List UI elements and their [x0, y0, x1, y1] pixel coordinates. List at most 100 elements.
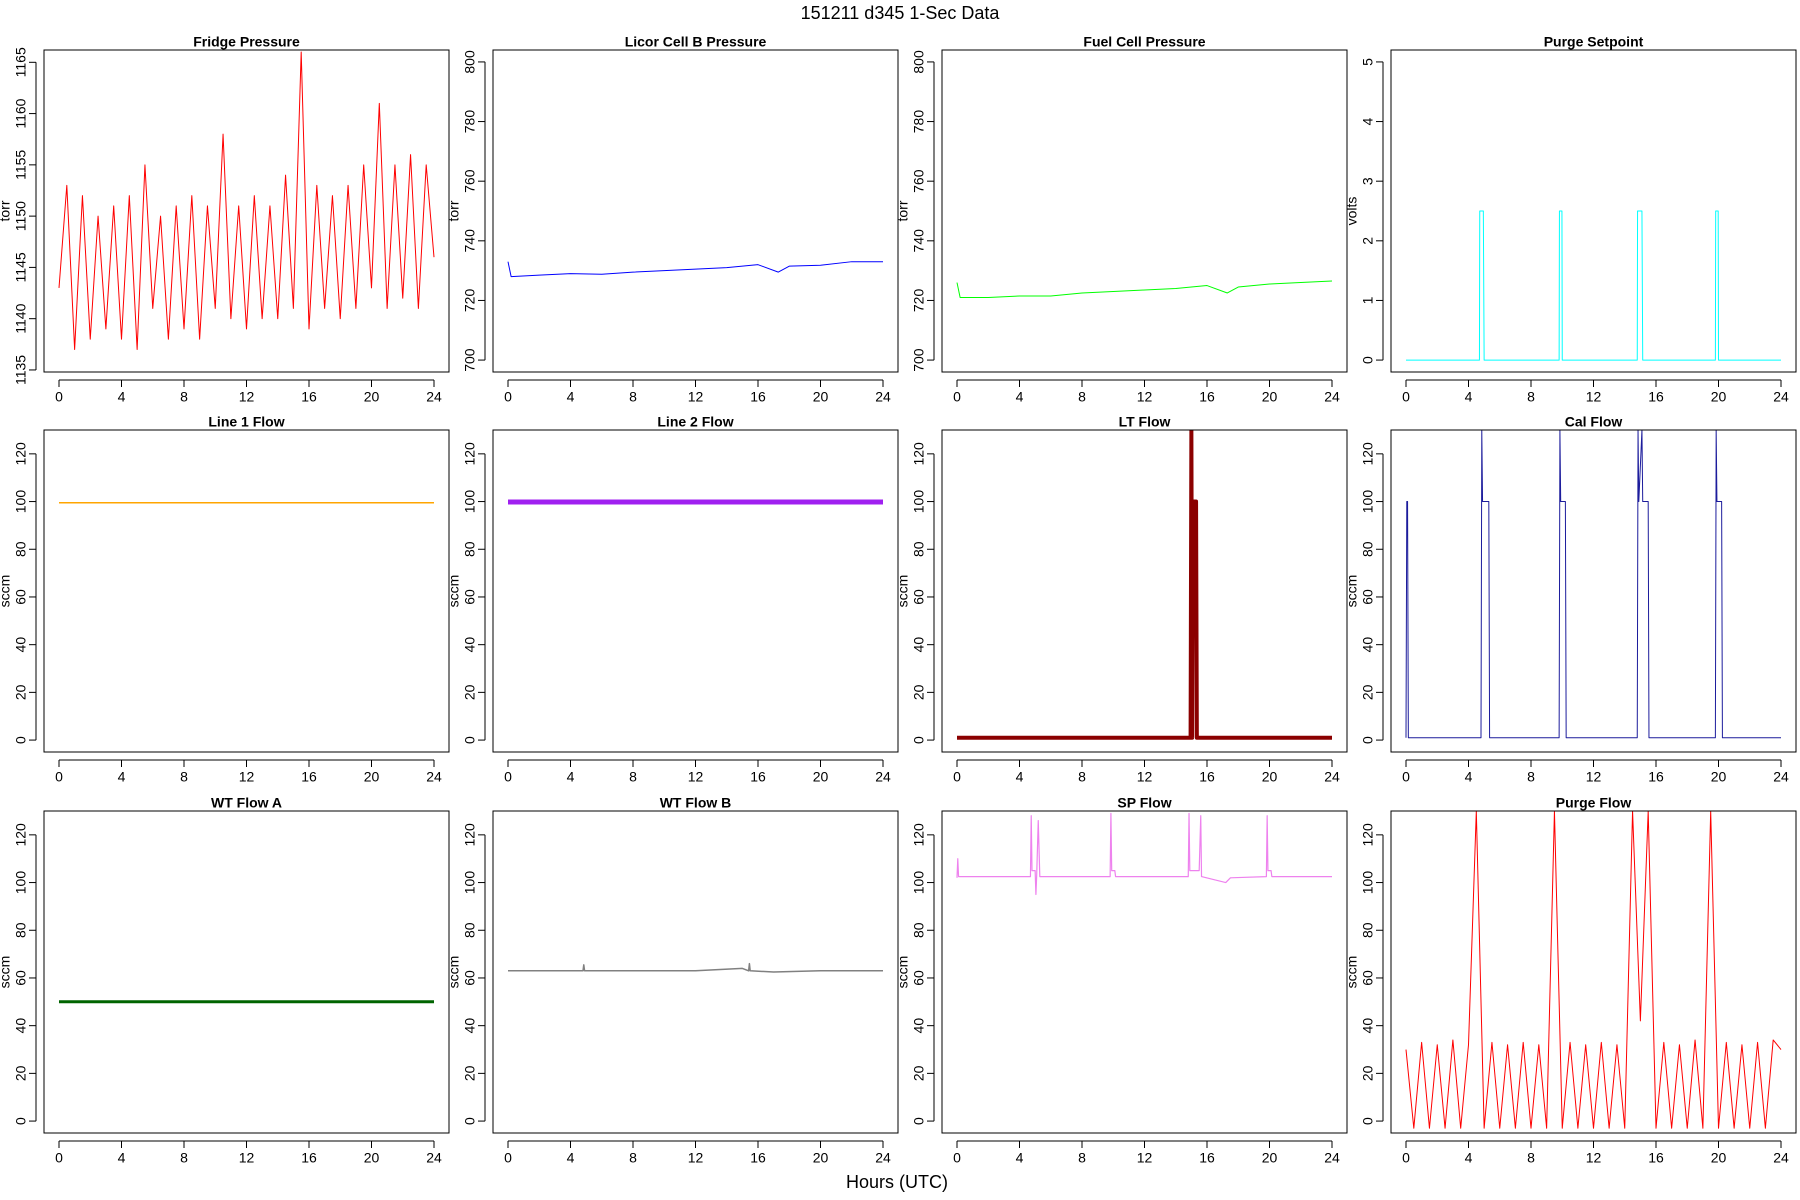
- y-tick-label: 0: [1360, 736, 1376, 744]
- y-tick-label: 0: [462, 736, 478, 744]
- panel-title: LT Flow: [1119, 414, 1171, 430]
- panel-title: Fuel Cell Pressure: [1083, 34, 1205, 50]
- data-line: [956, 280, 1333, 298]
- x-tick-label: 0: [1402, 389, 1410, 405]
- plot-frame: [1390, 810, 1797, 1134]
- x-tick-label: 0: [504, 389, 512, 405]
- x-tick-label: 16: [1648, 1150, 1664, 1166]
- x-tick-label: 12: [239, 389, 255, 405]
- x-tick-label: 8: [629, 769, 637, 785]
- y-tick-label: 1150: [13, 201, 29, 231]
- x-tick-label: 4: [118, 389, 126, 405]
- y-axis-label: sccm: [895, 956, 911, 989]
- y-tick-label: 100: [462, 490, 478, 514]
- x-tick-label: 16: [1199, 389, 1215, 405]
- data-line: [508, 962, 883, 973]
- y-tick-label: 5: [1360, 58, 1376, 66]
- y-tick-label: 40: [13, 1018, 29, 1034]
- x-tick-label: 8: [629, 389, 637, 405]
- y-tick-label: 800: [462, 50, 478, 74]
- y-tick-label: 100: [911, 490, 927, 514]
- y-tick-label: 120: [13, 442, 29, 466]
- y-axis-label: sccm: [0, 575, 13, 608]
- x-tick-label: 20: [813, 389, 829, 405]
- x-tick-label: 16: [301, 769, 317, 785]
- y-tick-label: 1155: [13, 150, 29, 180]
- y-tick-label: 40: [462, 637, 478, 653]
- y-tick-label: 120: [462, 442, 478, 466]
- plot-frame: [43, 49, 450, 373]
- x-tick-label: 24: [875, 1150, 891, 1166]
- x-tick-label: 0: [55, 769, 63, 785]
- y-tick-label: 100: [462, 871, 478, 895]
- y-tick-label: 20: [462, 684, 478, 700]
- data-line: [1405, 811, 1782, 1129]
- x-tick-label: 24: [426, 769, 442, 785]
- x-tick-label: 24: [1324, 1150, 1340, 1166]
- x-tick-label: 24: [1324, 769, 1340, 785]
- y-tick-label: 740: [462, 229, 478, 253]
- y-axis-label: torr: [895, 200, 911, 221]
- x-tick-label: 20: [1262, 389, 1278, 405]
- figure-title: 151211 d345 1-Sec Data: [801, 3, 1001, 23]
- y-tick-label: 80: [13, 541, 29, 557]
- y-tick-label: 60: [462, 589, 478, 605]
- x-tick-label: 0: [504, 769, 512, 785]
- x-tick-label: 8: [1078, 769, 1086, 785]
- x-tick-label: 16: [1648, 389, 1664, 405]
- y-tick-label: 0: [13, 736, 29, 744]
- y-tick-label: 20: [13, 684, 29, 700]
- y-tick-label: 80: [1360, 922, 1376, 938]
- y-tick-label: 60: [1360, 589, 1376, 605]
- y-tick-label: 700: [462, 348, 478, 372]
- data-line: [58, 51, 435, 350]
- plot-frame: [941, 810, 1348, 1134]
- y-tick-label: 100: [911, 871, 927, 895]
- y-tick-label: 120: [462, 823, 478, 847]
- y-tick-label: 700: [911, 348, 927, 372]
- plot-frame: [492, 810, 899, 1134]
- x-tick-label: 0: [1402, 1150, 1410, 1166]
- x-tick-label: 24: [875, 389, 891, 405]
- x-tick-label: 4: [118, 769, 126, 785]
- y-tick-label: 40: [911, 1018, 927, 1034]
- y-tick-label: 1: [1360, 296, 1376, 304]
- x-axis-label: Hours (UTC): [846, 1172, 948, 1192]
- panel-title: SP Flow: [1117, 795, 1171, 811]
- y-tick-label: 80: [1360, 541, 1376, 557]
- y-tick-label: 3: [1360, 177, 1376, 185]
- x-tick-label: 8: [180, 389, 188, 405]
- y-tick-label: 1145: [13, 252, 29, 282]
- x-tick-label: 12: [1137, 1150, 1153, 1166]
- y-tick-label: 40: [911, 637, 927, 653]
- x-tick-label: 20: [1711, 769, 1727, 785]
- y-tick-label: 1140: [13, 303, 29, 333]
- x-tick-label: 12: [1137, 389, 1153, 405]
- x-tick-label: 16: [750, 1150, 766, 1166]
- y-tick-label: 4: [1360, 117, 1376, 125]
- y-tick-label: 0: [13, 1117, 29, 1125]
- x-tick-label: 12: [1586, 389, 1602, 405]
- y-tick-label: 100: [13, 490, 29, 514]
- plot-frame: [1390, 49, 1797, 373]
- x-tick-label: 8: [180, 769, 188, 785]
- x-tick-label: 4: [1465, 389, 1473, 405]
- y-tick-label: 100: [13, 871, 29, 895]
- y-tick-label: 40: [13, 637, 29, 653]
- x-tick-label: 12: [239, 769, 255, 785]
- plot-frame: [1390, 429, 1797, 753]
- x-tick-label: 20: [1711, 389, 1727, 405]
- x-tick-label: 4: [1465, 769, 1473, 785]
- y-tick-label: 20: [462, 1065, 478, 1081]
- data-line: [956, 812, 1332, 896]
- plot-frame: [941, 49, 1348, 373]
- x-tick-label: 20: [364, 1150, 380, 1166]
- y-tick-label: 780: [462, 110, 478, 134]
- y-tick-label: 60: [911, 970, 927, 986]
- y-tick-label: 1165: [13, 47, 29, 77]
- x-tick-label: 16: [1648, 769, 1664, 785]
- y-tick-label: 20: [911, 1065, 927, 1081]
- plot-frame: [43, 429, 450, 753]
- x-tick-label: 16: [1199, 769, 1215, 785]
